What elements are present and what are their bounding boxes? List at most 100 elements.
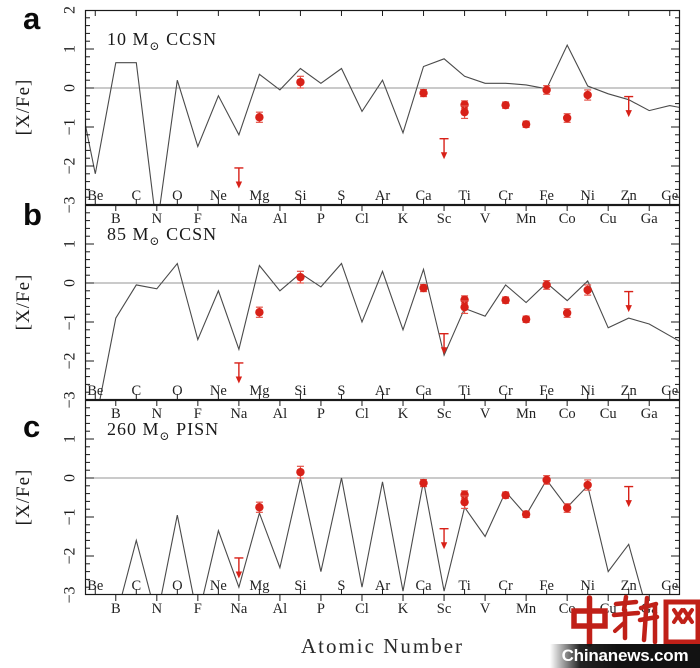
svg-text:P: P [317, 211, 325, 227]
svg-text:1: 1 [62, 435, 79, 443]
observed-points [255, 465, 592, 519]
svg-text:B: B [111, 601, 121, 617]
svg-text:Ne: Ne [210, 578, 227, 594]
svg-text:S: S [337, 578, 345, 594]
svg-text:Cl: Cl [355, 211, 369, 227]
svg-text:1: 1 [62, 240, 79, 248]
svg-text:N: N [152, 211, 163, 227]
svg-text:Cr: Cr [498, 578, 513, 594]
svg-text:−3: −3 [62, 586, 79, 603]
svg-text:P: P [317, 601, 325, 617]
svg-text:Be: Be [87, 578, 103, 594]
svg-text:Co: Co [559, 211, 576, 227]
svg-text:O: O [172, 578, 182, 594]
svg-text:Ti: Ti [458, 383, 470, 399]
svg-text:B: B [111, 211, 121, 227]
svg-text:K: K [398, 211, 409, 227]
svg-text:Ti: Ti [458, 188, 470, 204]
observed-points [255, 75, 592, 129]
svg-text:C: C [131, 383, 141, 399]
svg-text:Ni: Ni [580, 188, 595, 204]
svg-text:Cl: Cl [355, 406, 369, 422]
svg-text:Sc: Sc [437, 406, 452, 422]
svg-text:Ar: Ar [375, 383, 390, 399]
svg-text:−2: −2 [62, 352, 79, 369]
svg-text:Ti: Ti [458, 578, 470, 594]
panel-title: 85 M⊙ CCSN [107, 224, 217, 248]
svg-text:Cr: Cr [498, 188, 513, 204]
svg-text:V: V [480, 211, 491, 227]
panel-letter-c: c [23, 409, 41, 444]
svg-text:B: B [111, 406, 121, 422]
panel-letter-a: a [23, 1, 41, 36]
svg-text:Si: Si [294, 383, 306, 399]
svg-text:Ar: Ar [375, 188, 390, 204]
svg-text:F: F [194, 601, 202, 617]
svg-text:Zn: Zn [621, 578, 638, 594]
panel-frame [84, 399, 681, 596]
svg-text:N: N [152, 406, 163, 422]
upper-limit-arrows [234, 290, 634, 384]
svg-text:Na: Na [230, 601, 247, 617]
svg-text:Mg: Mg [249, 383, 269, 399]
svg-text:Al: Al [273, 406, 288, 422]
svg-text:F: F [194, 211, 202, 227]
y-tick-labels: 2 1 0 −1 −2 −3 [62, 6, 79, 214]
svg-text:Ca: Ca [415, 383, 432, 399]
panel-frame [84, 9, 681, 206]
svg-text:Al: Al [273, 211, 288, 227]
svg-text:Si: Si [294, 578, 306, 594]
svg-text:Mg: Mg [249, 188, 269, 204]
panel-letter-b: b [23, 197, 42, 232]
chinanews-logo-characters [571, 594, 700, 647]
svg-text:Ga: Ga [641, 406, 658, 422]
svg-text:Sc: Sc [437, 601, 452, 617]
svg-text:−2: −2 [62, 547, 79, 564]
svg-text:P: P [317, 406, 325, 422]
svg-text:S: S [337, 188, 345, 204]
svg-text:−1: −1 [62, 313, 79, 330]
svg-text:Na: Na [230, 406, 247, 422]
element-labels: Be C O Ne Mg Si S Ar Ca Ti Cr Fe Ni Zn Ge B N F Na Al P Cl K Sc… [87, 383, 678, 422]
svg-text:Ni: Ni [580, 578, 595, 594]
svg-text:−3: −3 [62, 391, 79, 408]
cn-char-wang [663, 599, 700, 645]
svg-text:0: 0 [62, 474, 79, 482]
svg-text:F: F [194, 406, 202, 422]
svg-text:Fe: Fe [539, 383, 554, 399]
svg-text:Ge: Ge [661, 188, 678, 204]
svg-text:K: K [398, 601, 409, 617]
x-axis-label: Atomic Number [300, 634, 465, 658]
svg-text:Ni: Ni [580, 383, 595, 399]
svg-text:Ne: Ne [210, 188, 227, 204]
svg-text:S: S [337, 383, 345, 399]
y-axis-label-c: [X/Fe] [13, 468, 34, 526]
cn-char-xin [611, 594, 660, 645]
panel-title: 260 M⊙ PISN [107, 419, 219, 443]
svg-text:Ne: Ne [210, 383, 227, 399]
y-tick-labels: 1 0 −1 −2 −3 [62, 435, 79, 604]
panel-title: 10 M⊙ CCSN [107, 29, 217, 53]
upper-limit-arrows [234, 485, 634, 579]
svg-text:Be: Be [87, 188, 103, 204]
svg-text:Cu: Cu [600, 406, 617, 422]
svg-text:2: 2 [62, 6, 79, 14]
svg-text:Ca: Ca [415, 188, 432, 204]
model-line [99, 262, 680, 400]
svg-text:Ar: Ar [375, 578, 390, 594]
svg-text:−1: −1 [62, 118, 79, 135]
svg-text:0: 0 [62, 84, 79, 92]
svg-text:Zn: Zn [621, 188, 638, 204]
cn-char-zhong [571, 595, 608, 647]
svg-text:V: V [480, 406, 491, 422]
svg-text:1: 1 [62, 45, 79, 53]
svg-text:Mn: Mn [516, 406, 537, 422]
svg-text:−2: −2 [62, 157, 79, 174]
svg-text:Si: Si [294, 188, 306, 204]
y-axis-label-b: [X/Fe] [13, 273, 34, 331]
svg-text:Co: Co [559, 406, 576, 422]
svg-text:Na: Na [230, 211, 247, 227]
svg-text:Mg: Mg [249, 578, 269, 594]
svg-text:Cu: Cu [600, 211, 617, 227]
